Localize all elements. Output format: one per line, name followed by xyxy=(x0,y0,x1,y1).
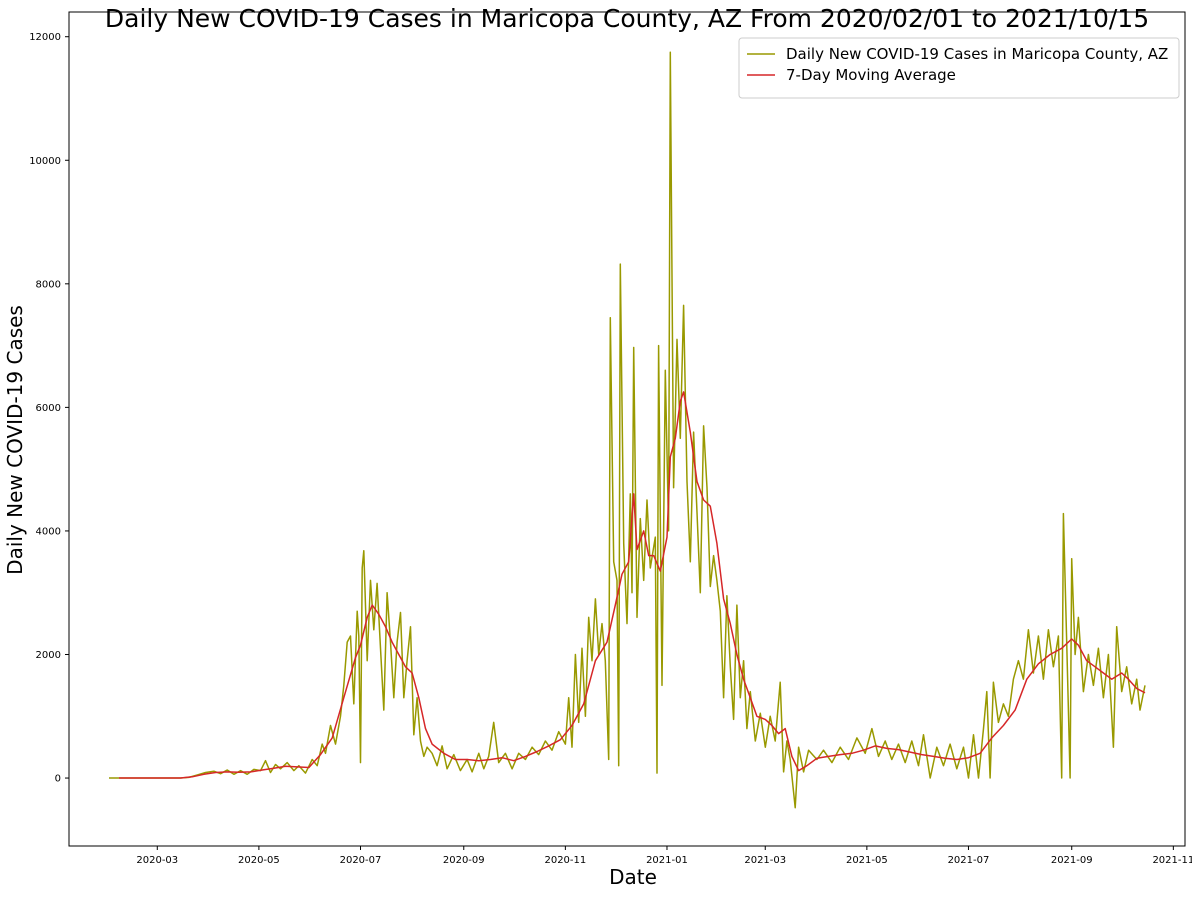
x-tick-label: 2021-05 xyxy=(846,855,888,866)
y-tick-label: 10000 xyxy=(29,156,61,167)
y-tick-label: 6000 xyxy=(36,403,61,414)
x-tick-label: 2021-03 xyxy=(744,855,786,866)
x-tick-label: 2021-11 xyxy=(1152,855,1192,866)
y-axis-label: Daily New COVID-19 Cases xyxy=(3,305,27,575)
y-tick-label: 0 xyxy=(55,774,61,785)
plot-frame xyxy=(68,11,1186,847)
x-tick-label: 2021-09 xyxy=(1051,855,1093,866)
x-axis-label: Date xyxy=(609,865,657,889)
x-tick-label: 2020-07 xyxy=(340,855,382,866)
y-axis: 0 2000 4000 6000 8000 10000 12000 xyxy=(29,32,69,785)
x-tick-label: 2020-03 xyxy=(136,855,178,866)
legend-label-1: Daily New COVID-19 Cases in Maricopa Cou… xyxy=(786,45,1168,63)
legend-label-2: 7-Day Moving Average xyxy=(786,66,956,84)
x-tick-label: 2021-01 xyxy=(646,855,688,866)
x-axis: 2020-03 2020-05 2020-07 2020-09 2020-11 2021-… xyxy=(136,846,1192,866)
series-line-1 xyxy=(109,51,1146,809)
chart-title: Daily New COVID-19 Cases in Maricopa Cou… xyxy=(105,4,1149,33)
x-tick-label: 2021-07 xyxy=(948,855,990,866)
series-line-2 xyxy=(119,391,1146,779)
y-tick-label: 12000 xyxy=(29,32,61,43)
legend: Daily New COVID-19 Cases in Maricopa Cou… xyxy=(738,37,1180,99)
y-tick-label: 2000 xyxy=(36,650,61,661)
series-layer xyxy=(109,51,1146,809)
y-tick-label: 8000 xyxy=(36,279,61,290)
x-tick-label: 2020-09 xyxy=(443,855,485,866)
x-tick-label: 2020-05 xyxy=(238,855,280,866)
x-tick-label: 2020-11 xyxy=(544,855,586,866)
y-tick-label: 4000 xyxy=(36,526,61,537)
legend-box xyxy=(738,37,1180,99)
